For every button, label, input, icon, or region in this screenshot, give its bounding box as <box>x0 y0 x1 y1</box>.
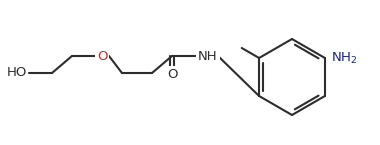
Text: NH: NH <box>198 49 218 62</box>
Text: NH$_2$: NH$_2$ <box>331 50 357 66</box>
Text: O: O <box>97 49 107 62</box>
Text: HO: HO <box>6 67 27 79</box>
Text: O: O <box>167 68 177 81</box>
